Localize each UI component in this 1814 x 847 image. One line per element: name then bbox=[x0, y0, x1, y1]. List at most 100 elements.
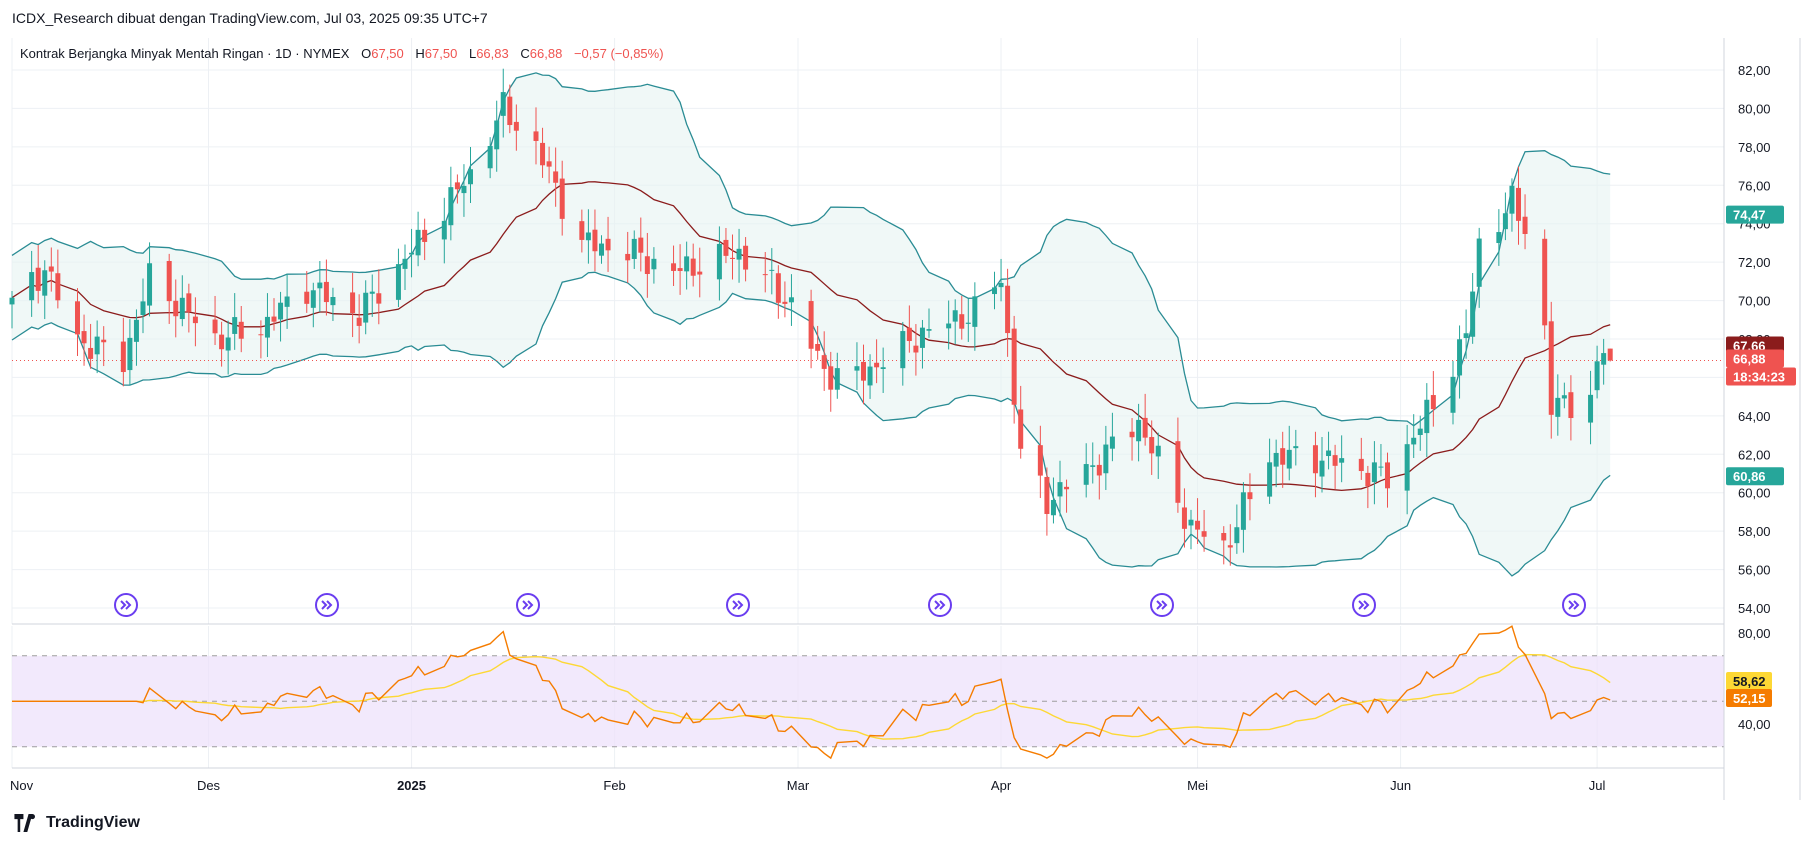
candle-body bbox=[1090, 465, 1096, 467]
candle-body bbox=[1522, 216, 1528, 234]
y-tick-label: 76,00 bbox=[1738, 178, 1771, 193]
axes: 82,0080,0078,0076,0074,0072,0070,0068,00… bbox=[10, 38, 1801, 800]
candle-body bbox=[1509, 185, 1515, 214]
legend: Kontrak Berjangka Minyak Mentah Ringan ·… bbox=[20, 46, 664, 61]
candle-body bbox=[625, 253, 631, 261]
rsi-ma-line bbox=[12, 653, 1611, 740]
candle-body bbox=[1470, 291, 1476, 337]
candle-body bbox=[1129, 431, 1135, 438]
candle-body bbox=[461, 185, 467, 194]
price-tag-label: 18:34:23 bbox=[1733, 370, 1785, 385]
candle-body bbox=[1516, 187, 1521, 221]
legend-change: −0,57 (−0,85%) bbox=[574, 46, 664, 61]
candle-body bbox=[1018, 409, 1024, 449]
candle-body bbox=[1542, 238, 1548, 326]
y-tick-label: 58,00 bbox=[1738, 524, 1771, 539]
candle-body bbox=[186, 293, 192, 312]
candle-body bbox=[1142, 417, 1148, 438]
candle-body bbox=[1404, 444, 1410, 491]
candle-body bbox=[101, 339, 107, 343]
y-tick-label: 56,00 bbox=[1738, 563, 1771, 578]
candle-body bbox=[762, 274, 768, 276]
candle-body bbox=[1548, 321, 1554, 415]
price-tag bbox=[1726, 467, 1784, 486]
candle-body bbox=[828, 366, 834, 390]
candle-body bbox=[716, 243, 722, 280]
candle-body bbox=[579, 221, 585, 240]
candle-body bbox=[212, 319, 218, 334]
candle-body bbox=[972, 296, 978, 327]
price-tag bbox=[1726, 205, 1784, 224]
candle-body bbox=[965, 322, 971, 324]
candle-body bbox=[1273, 452, 1279, 467]
candle-body bbox=[1280, 448, 1286, 465]
candle-body bbox=[533, 131, 539, 141]
event-marker-icon bbox=[1562, 593, 1586, 617]
rsi-tag-label: 52,15 bbox=[1733, 691, 1766, 706]
candle-body bbox=[225, 337, 231, 351]
x-tick-label: Feb bbox=[603, 778, 625, 793]
x-tick-label: Apr bbox=[991, 778, 1012, 793]
candle-body bbox=[1201, 531, 1207, 537]
candle-body bbox=[631, 238, 637, 259]
price-tag-label: 60,86 bbox=[1733, 469, 1766, 484]
candle-body bbox=[782, 301, 788, 304]
candle-body bbox=[1293, 446, 1299, 449]
candle-body bbox=[454, 182, 460, 190]
price-tag-label: 74,47 bbox=[1733, 208, 1766, 223]
candle-body bbox=[769, 269, 775, 271]
candle-body bbox=[271, 316, 277, 322]
y-tick-label: 62,00 bbox=[1738, 447, 1771, 462]
candle-body bbox=[992, 287, 997, 295]
candle-body bbox=[120, 341, 126, 373]
candle-body bbox=[644, 256, 650, 274]
candle-body bbox=[861, 361, 866, 381]
x-tick-label: 2025 bbox=[397, 778, 426, 793]
x-tick-label: Jun bbox=[1390, 778, 1411, 793]
candle-body bbox=[140, 301, 146, 316]
candle-body bbox=[1555, 397, 1561, 417]
candle-body bbox=[55, 273, 61, 301]
rsi-line bbox=[12, 625, 1611, 760]
candle-body bbox=[127, 337, 133, 371]
candle-body bbox=[1234, 527, 1240, 544]
tradingview-brand[interactable]: TradingView bbox=[12, 814, 140, 832]
candle-body bbox=[684, 256, 690, 272]
candle-body bbox=[671, 263, 677, 271]
candle-body bbox=[1312, 445, 1318, 474]
rsi-panel bbox=[12, 625, 1724, 760]
candle-body bbox=[1050, 499, 1056, 516]
candle-body bbox=[317, 282, 323, 289]
candle-body bbox=[1188, 519, 1194, 526]
candle-body bbox=[874, 362, 880, 368]
candle-body bbox=[284, 296, 290, 307]
candle-body bbox=[723, 239, 729, 256]
candle-body bbox=[1181, 507, 1187, 529]
x-tick-label: Des bbox=[197, 778, 221, 793]
candle-body bbox=[415, 229, 421, 256]
candle-body bbox=[75, 301, 80, 335]
rsi-tick-label: 40,00 bbox=[1738, 717, 1771, 732]
candle-body bbox=[1457, 339, 1463, 376]
candle-body bbox=[1326, 450, 1332, 457]
y-tick-label: 80,00 bbox=[1738, 101, 1771, 116]
candle-body bbox=[854, 366, 860, 371]
candle-body bbox=[356, 317, 362, 326]
candle-body bbox=[448, 187, 454, 226]
candle-body bbox=[599, 243, 604, 256]
candle-body bbox=[1594, 361, 1600, 391]
candle-body bbox=[1339, 458, 1345, 463]
x-tick-label: Mar bbox=[787, 778, 810, 793]
candle-body bbox=[1607, 348, 1613, 361]
candle-body bbox=[959, 314, 965, 329]
candle-body bbox=[179, 297, 185, 320]
candle-body bbox=[585, 232, 591, 241]
candle-body bbox=[513, 121, 519, 131]
candle-body bbox=[409, 252, 415, 255]
candle-body bbox=[546, 161, 552, 167]
legend-h-value: 67,50 bbox=[425, 46, 458, 61]
price-tag bbox=[1726, 367, 1796, 386]
candle-body bbox=[1588, 394, 1594, 423]
candle-body bbox=[310, 290, 316, 308]
